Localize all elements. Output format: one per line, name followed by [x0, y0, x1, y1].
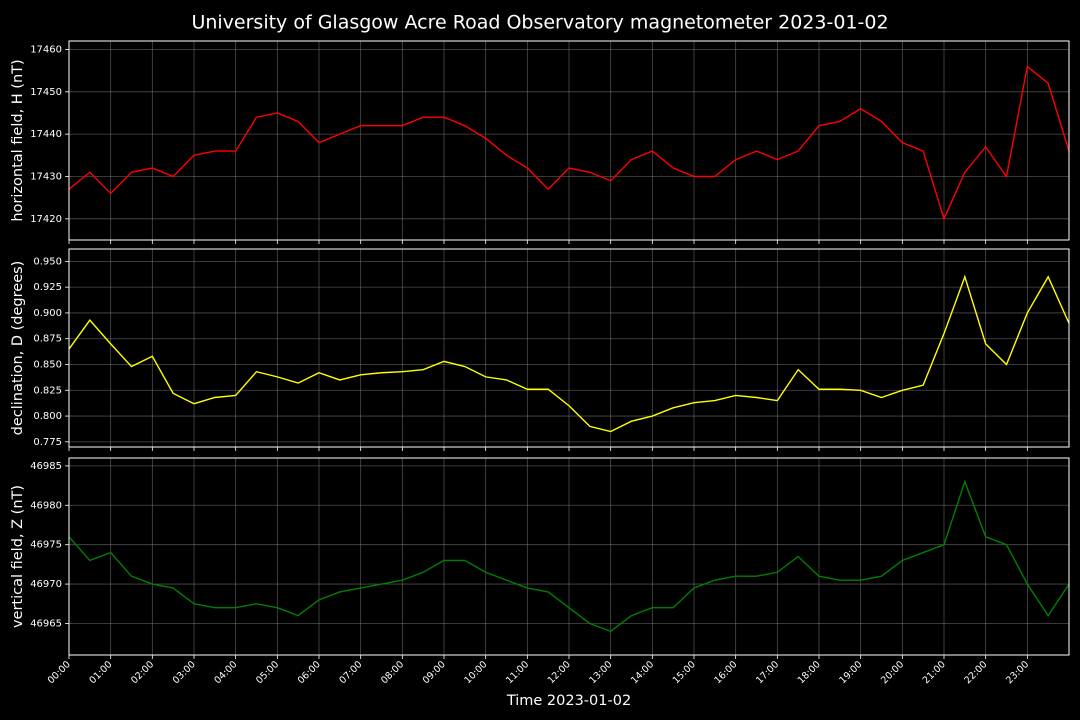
axes-frame: [68, 248, 1070, 448]
y-tick-label: 0.875: [33, 334, 62, 345]
y-tick-label: 17430: [30, 171, 62, 182]
y-axis-label: vertical field, Z (nT): [10, 485, 26, 628]
y-axis-label: declination, D (degrees): [10, 261, 26, 436]
figure-title: University of Glasgow Acre Road Observat…: [191, 12, 888, 34]
y-tick-label: 17460: [30, 44, 62, 55]
y-tick-label: 17420: [30, 214, 62, 225]
y-tick-label: 0.950: [33, 256, 62, 267]
y-tick-label: 0.800: [33, 411, 62, 422]
y-axis-label: horizontal field, H (nT): [10, 59, 26, 221]
y-tick-label: 46975: [30, 540, 62, 551]
y-tick-label: 0.925: [33, 282, 62, 293]
axes-frame: [68, 40, 1070, 241]
y-tick-label: 46980: [30, 500, 62, 511]
data-line: [68, 65, 1070, 221]
y-tick-label: 0.900: [33, 308, 62, 319]
axes-frame: [68, 457, 1070, 656]
x-axis-label: Time 2023-01-02: [506, 693, 631, 709]
y-tick-label: 17440: [30, 129, 62, 140]
y-tick-label: 0.825: [33, 385, 62, 396]
y-tick-label: 46965: [30, 618, 62, 629]
y-tick-label: 46970: [30, 579, 62, 590]
y-tick-label: 46985: [30, 461, 62, 472]
y-tick-label: 0.850: [33, 360, 62, 371]
data-line: [68, 479, 1070, 633]
y-tick-label: 17450: [30, 87, 62, 98]
y-tick-label: 0.775: [33, 437, 62, 448]
data-line: [68, 274, 1070, 433]
